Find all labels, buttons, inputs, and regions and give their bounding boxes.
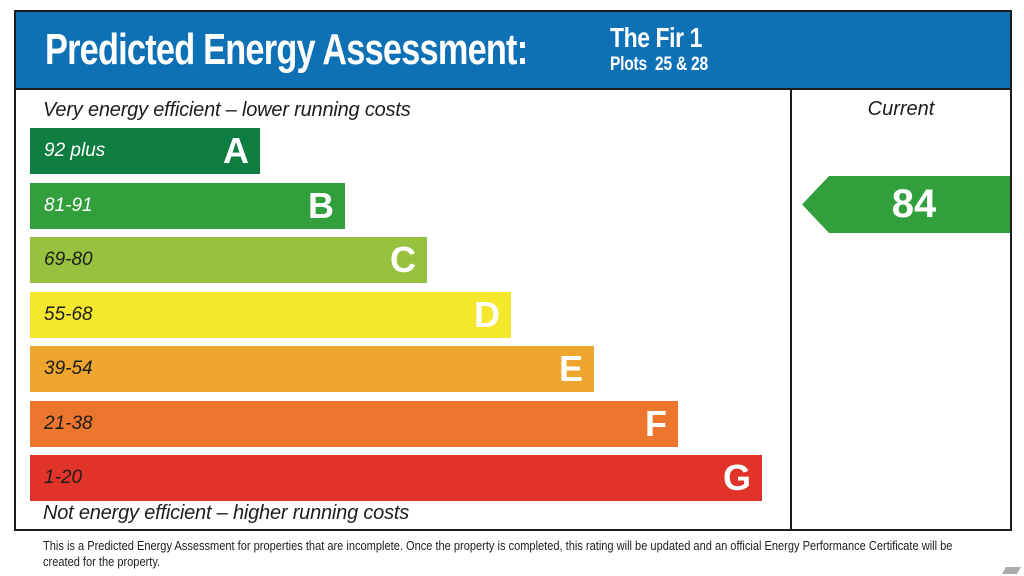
top-efficiency-caption: Very energy efficient – lower running co… — [43, 99, 411, 121]
header-bar: Predicted Energy Assessment: The Fir 1 P… — [16, 12, 1010, 90]
property-plots-text: Plots 25 & 28 — [610, 54, 708, 76]
bottom-efficiency-caption: Not energy efficient – higher running co… — [43, 502, 410, 524]
band-row-C: 69-80 C — [30, 237, 427, 283]
band-range-label: 81-91 — [44, 195, 93, 216]
current-rating-arrow: 84 — [802, 176, 1010, 233]
band-letter: D — [474, 294, 500, 335]
band-range-label: 55-68 — [44, 304, 93, 325]
certificate-frame: Predicted Energy Assessment: The Fir 1 P… — [14, 10, 1012, 531]
band-row-B: 81-91 B — [30, 183, 345, 229]
page-title-text: Predicted Energy Assessment: — [45, 25, 528, 74]
epc-chart: Very energy efficient – lower running co… — [16, 90, 1010, 529]
property-info: The Fir 1 Plots 25 & 28 — [610, 23, 729, 75]
disclaimer-text: This is a Predicted Energy Assessment fo… — [43, 538, 953, 569]
band-range-label: 69-80 — [44, 249, 93, 270]
band-letter: B — [308, 185, 334, 226]
band-letter: A — [223, 130, 249, 171]
band-letter: F — [645, 403, 667, 444]
band-row-D: 55-68 D — [30, 292, 511, 338]
band-row-F: 21-38 F — [30, 401, 678, 447]
current-column-header: Current — [867, 98, 935, 120]
band-range-label: 39-54 — [44, 358, 93, 379]
band-range-label: 21-38 — [44, 413, 93, 434]
band-letter: C — [390, 239, 416, 280]
band-range-label: 1-20 — [44, 467, 83, 488]
band-letter: G — [722, 457, 751, 498]
property-plots: Plots 25 & 28 — [610, 55, 729, 75]
band-row-A: 92 plus A — [30, 128, 260, 174]
corner-artifact — [1001, 567, 1022, 574]
band-letter: E — [558, 348, 583, 389]
property-name: The Fir 1 — [610, 22, 703, 53]
current-rating-value: 84 — [891, 182, 937, 226]
current-rating-column: Current 84 — [790, 90, 1010, 529]
band-row-G: 1-20 G — [30, 455, 762, 501]
band-range-label: 92 plus — [44, 140, 106, 161]
page-title: Predicted Energy Assessment: — [45, 25, 663, 75]
band-row-E: 39-54 E — [30, 346, 594, 392]
